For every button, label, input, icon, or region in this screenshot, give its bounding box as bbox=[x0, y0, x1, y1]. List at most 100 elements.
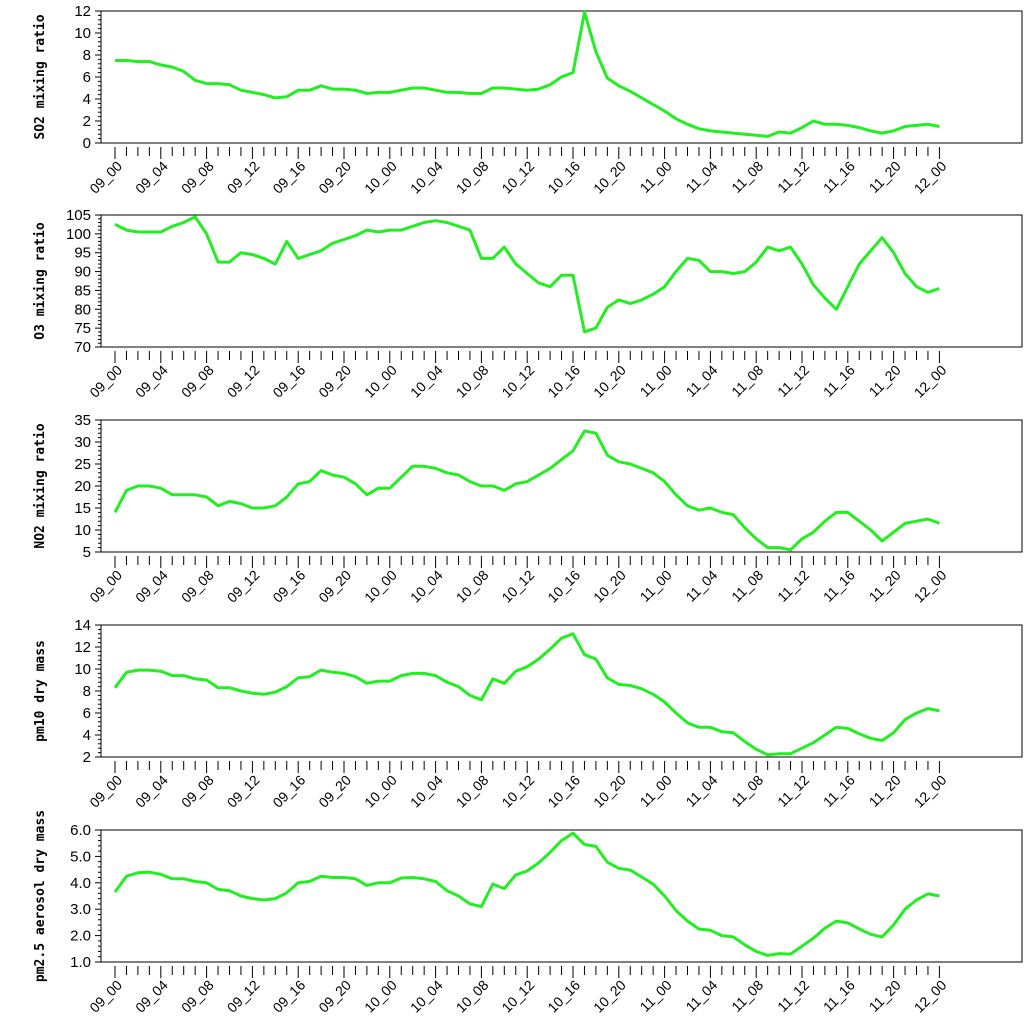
y-tick-label: 10 bbox=[74, 25, 91, 42]
x-tick-label: 09_04 bbox=[132, 977, 171, 1016]
y-axis-label: NO2 mixing ratio bbox=[33, 423, 48, 548]
x-tick-label: 09_00 bbox=[86, 158, 125, 197]
x-tick-label: 11_20 bbox=[866, 158, 904, 196]
plot-frame bbox=[100, 829, 1023, 963]
x-tick-label: 09_04 bbox=[132, 158, 171, 197]
y-tick-label: 95 bbox=[74, 245, 91, 262]
x-tick-label: 09_16 bbox=[269, 362, 308, 401]
x-tick-label: 11_04 bbox=[682, 772, 720, 810]
x-tick-label: 09_20 bbox=[315, 772, 354, 811]
y-tick-label: 75 bbox=[74, 320, 91, 337]
x-tick-label: 11_12 bbox=[774, 772, 812, 810]
x-tick-label: 10_00 bbox=[361, 362, 400, 401]
y-tick-label: 1.0 bbox=[70, 954, 91, 971]
series-line bbox=[113, 632, 940, 757]
x-tick-label: 09_16 bbox=[269, 158, 308, 197]
x-tick-label: 12_00 bbox=[911, 772, 950, 811]
x-tick-label: 09_04 bbox=[132, 567, 171, 606]
y-tick-label: 6 bbox=[83, 705, 91, 722]
y-tick-label: 90 bbox=[74, 264, 91, 281]
y-tick-label: 5.0 bbox=[70, 848, 91, 865]
x-tick-label: 11_12 bbox=[774, 567, 812, 605]
plot-frame bbox=[100, 419, 1023, 553]
x-tick-label: 12_00 bbox=[911, 567, 950, 606]
y-tick-label: 25 bbox=[74, 456, 91, 473]
x-tick-label: 10_12 bbox=[498, 158, 537, 197]
x-tick-label: 10_00 bbox=[361, 977, 400, 1016]
x-tick-label: 10_04 bbox=[407, 158, 446, 197]
x-tick-label: 10_04 bbox=[407, 772, 446, 811]
x-tick-label: 09_20 bbox=[315, 362, 354, 401]
x-tick-label: 09_20 bbox=[315, 567, 354, 606]
x-tick-label: 09_12 bbox=[224, 772, 263, 811]
y-tick-label: 4 bbox=[83, 727, 91, 744]
y-tick-label: 8 bbox=[83, 47, 91, 64]
y-tick-label: 10 bbox=[74, 522, 91, 539]
x-tick-label: 10_12 bbox=[498, 772, 537, 811]
x-tick-label: 09_08 bbox=[178, 977, 217, 1016]
x-tick-label: 09_20 bbox=[315, 158, 354, 197]
x-tick-label: 09_12 bbox=[224, 567, 263, 606]
x-tick-label: 10_20 bbox=[590, 567, 629, 606]
y-tick-label: 105 bbox=[66, 207, 91, 224]
x-tick-label: 11_12 bbox=[774, 977, 812, 1015]
x-tick-label: 10_08 bbox=[453, 362, 492, 401]
x-tick-label: 09_00 bbox=[86, 567, 125, 606]
y-tick-label: 12 bbox=[74, 639, 91, 656]
x-tick-label: 10_20 bbox=[590, 158, 629, 197]
x-tick-label: 10_12 bbox=[498, 977, 537, 1016]
x-tick-label: 11_00 bbox=[637, 362, 675, 400]
y-tick-label: 10 bbox=[74, 661, 91, 678]
x-tick-label: 10_00 bbox=[361, 567, 400, 606]
x-tick-label: 11_00 bbox=[637, 977, 675, 1015]
y-axis-label: pm10 dry mass bbox=[33, 640, 48, 742]
x-tick-label: 10_08 bbox=[453, 158, 492, 197]
x-tick-label: 11_20 bbox=[866, 772, 904, 810]
x-tick-label: 10_20 bbox=[590, 362, 629, 401]
x-tick-label: 10_20 bbox=[590, 772, 629, 811]
y-tick-label: 2.0 bbox=[70, 928, 91, 945]
x-tick-label: 09_08 bbox=[178, 158, 217, 197]
x-tick-label: 09_08 bbox=[178, 567, 217, 606]
x-tick-label: 11_08 bbox=[728, 362, 766, 400]
series-line bbox=[113, 429, 940, 552]
x-tick-label: 09_16 bbox=[269, 977, 308, 1016]
y-tick-label: 70 bbox=[74, 339, 91, 356]
x-tick-label: 12_00 bbox=[911, 977, 950, 1016]
y-tick-label: 15 bbox=[74, 500, 91, 517]
x-tick-label: 10_08 bbox=[453, 567, 492, 606]
y-tick-label: 3.0 bbox=[70, 901, 91, 918]
x-tick-label: 11_08 bbox=[728, 567, 766, 605]
y-axis-label: O3 mixing ratio bbox=[33, 222, 48, 340]
y-axis-label: pm2.5 aerosol dry mass bbox=[33, 810, 48, 982]
y-tick-label: 12 bbox=[74, 3, 91, 20]
x-tick-label: 11_16 bbox=[820, 977, 858, 1015]
y-tick-label: 100 bbox=[66, 226, 91, 243]
x-tick-label: 09_08 bbox=[178, 362, 217, 401]
y-tick-label: 5 bbox=[83, 544, 91, 561]
x-tick-label: 09_00 bbox=[86, 772, 125, 811]
series-line bbox=[114, 215, 940, 334]
x-tick-label: 11_16 bbox=[820, 362, 858, 400]
y-tick-label: 4.0 bbox=[70, 875, 91, 892]
y-tick-label: 2 bbox=[83, 749, 91, 766]
y-tick-label: 6 bbox=[83, 69, 91, 86]
x-tick-label: 11_00 bbox=[637, 772, 675, 810]
x-tick-label: 11_16 bbox=[820, 772, 858, 810]
x-tick-label: 11_08 bbox=[728, 772, 766, 810]
x-tick-label: 11_08 bbox=[728, 977, 766, 1015]
y-tick-label: 14 bbox=[74, 617, 91, 634]
series-line bbox=[113, 831, 940, 957]
x-tick-label: 09_12 bbox=[224, 362, 263, 401]
x-tick-label: 11_20 bbox=[866, 977, 904, 1015]
x-tick-label: 10_16 bbox=[544, 567, 583, 606]
x-tick-label: 10_12 bbox=[498, 362, 537, 401]
x-tick-label: 10_00 bbox=[361, 158, 400, 197]
y-tick-label: 20 bbox=[74, 478, 91, 495]
x-tick-label: 10_16 bbox=[544, 158, 583, 197]
x-tick-label: 10_16 bbox=[544, 772, 583, 811]
x-tick-label: 12_00 bbox=[911, 362, 950, 401]
plot-frame bbox=[100, 214, 1023, 348]
